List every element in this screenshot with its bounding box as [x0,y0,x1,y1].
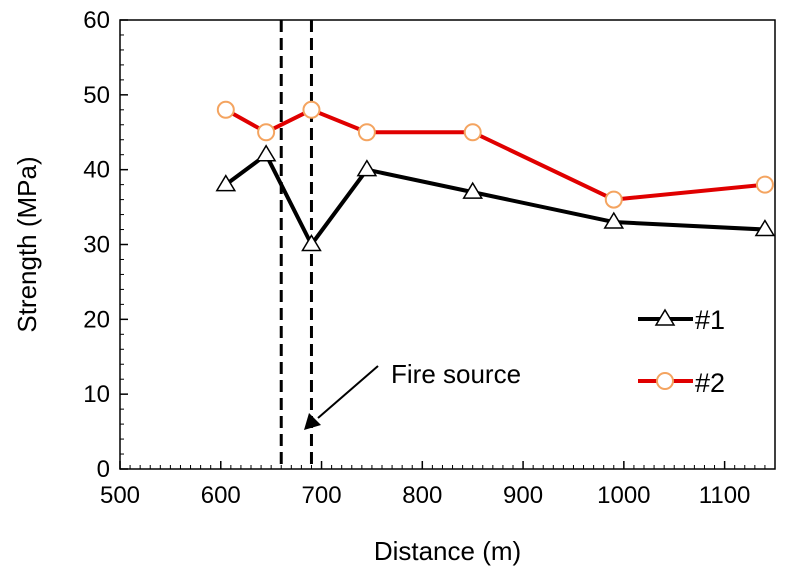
series-1-point [356,159,378,177]
x-tick-label: 1100 [699,482,751,509]
annotation-arrow-line [317,365,379,419]
plot-frame [119,19,776,470]
series-2-point [604,190,623,209]
x-tick-label: 700 [302,482,342,509]
series-1-point [301,234,322,252]
series-2-point [357,123,376,142]
series-2-point [463,123,482,142]
y-tick-label: 0 [97,456,110,483]
series-1-point [754,219,776,237]
y-tick-label: 50 [83,82,110,109]
y-tick-label: 20 [83,306,110,333]
y-tick-label: 30 [83,232,110,259]
y-axis-title: Strength (MPa) [12,156,42,332]
series-1-point [462,181,484,199]
x-tick-label: 800 [402,482,442,509]
legend-label-series-2: #2 [695,368,725,398]
legend-marker-series-1 [654,308,676,326]
series-layer [215,100,776,252]
x-tick-label: 900 [503,482,543,509]
y-tick-label: 60 [83,7,110,34]
axes: 0 10 20 30 40 50 60 500 600 700 800 900 1000 1100 Dist… [12,7,776,566]
series-2-point [257,123,276,142]
annotation-arrowhead [304,413,321,430]
series-1-line [224,152,766,247]
series-1-point [255,144,277,162]
series-1-point [215,174,237,192]
series-2-point [216,100,235,119]
x-tick-label: 600 [201,482,241,509]
x-tick-label: 1000 [597,482,650,509]
x-axis-title: Distance (m) [374,536,521,566]
series-1-point [603,211,625,229]
legend: #1 #2 [638,305,725,398]
x-tick-label: 500 [100,482,140,509]
annotation-fire-source: Fire source [391,359,521,389]
series-2-point [302,100,321,119]
legend-marker-series-2 [656,372,674,390]
legend-label-series-1: #1 [695,305,725,335]
series-2-point [755,175,774,194]
y-tick-label: 10 [83,381,110,408]
y-tick-label: 40 [83,157,110,184]
annotation-layer: Fire source [304,359,521,430]
series-2-line [224,107,766,202]
